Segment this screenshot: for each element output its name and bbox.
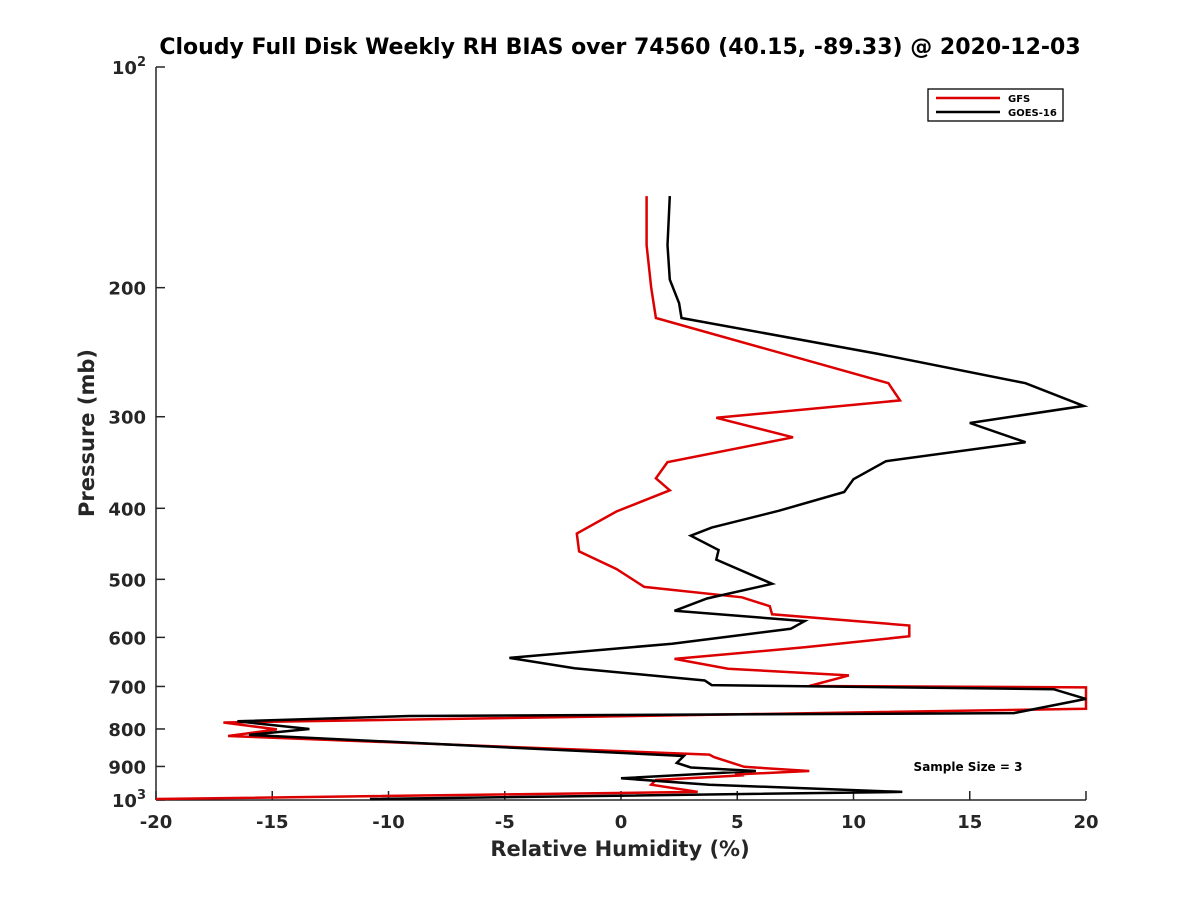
x-tick-label: 20 xyxy=(1073,812,1098,833)
y-tick-label: 300 xyxy=(108,408,146,429)
y-tick-label: 600 xyxy=(108,628,146,649)
y-tick-label: 200 xyxy=(108,279,146,300)
y-tick-label: 700 xyxy=(108,677,146,698)
x-tick-label: -20 xyxy=(140,812,173,833)
x-tick-label: -10 xyxy=(372,812,405,833)
series-line-gfs xyxy=(155,196,1088,801)
x-tick-label: 15 xyxy=(957,812,982,833)
y-axis-label: Pressure (mb) xyxy=(75,349,99,517)
x-axis-label: Relative Humidity (%) xyxy=(490,837,749,861)
legend: GFS GOES-16 xyxy=(927,88,1064,122)
y-tick-label: 900 xyxy=(108,757,146,778)
x-tick-label: 10 xyxy=(841,812,866,833)
legend-box xyxy=(927,88,1064,122)
y-tick-label: 400 xyxy=(108,499,146,520)
x-tick-label: -15 xyxy=(256,812,289,833)
x-tick-label: 0 xyxy=(615,812,628,833)
chart-title: Cloudy Full Disk Weekly RH BIAS over 745… xyxy=(159,35,1080,60)
sample-size-annotation: Sample Size = 3 xyxy=(914,760,1023,774)
plot-area: -20 -15 -10 -5 0 5 10 15 20 102 200 300 400 500 600 700… xyxy=(108,55,1098,833)
y-tick-label: 500 xyxy=(108,570,146,591)
legend-label-goes-16: GOES-16 xyxy=(1008,108,1057,119)
y-tick-label: 800 xyxy=(108,720,146,741)
legend-label-gfs: GFS xyxy=(1008,94,1030,105)
x-tick-label: 5 xyxy=(731,812,744,833)
y-tick-label: 103 xyxy=(112,788,146,812)
x-tick-label: -5 xyxy=(495,812,515,833)
y-tick-label: 102 xyxy=(112,55,146,79)
series-line-goes-16 xyxy=(237,196,1089,801)
